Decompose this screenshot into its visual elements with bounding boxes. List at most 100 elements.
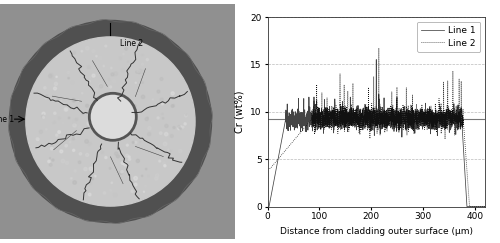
Circle shape <box>126 154 128 157</box>
Circle shape <box>134 176 138 180</box>
Circle shape <box>125 47 128 50</box>
Circle shape <box>103 65 104 67</box>
Circle shape <box>164 165 166 167</box>
Circle shape <box>73 181 76 184</box>
Line 1 <box>358 118 364 121</box>
Circle shape <box>92 49 95 53</box>
Circle shape <box>124 162 127 166</box>
Circle shape <box>73 52 76 54</box>
Circle shape <box>178 125 180 128</box>
Circle shape <box>58 98 60 101</box>
Circle shape <box>46 95 48 97</box>
Circle shape <box>182 126 184 128</box>
Circle shape <box>135 82 136 83</box>
Circle shape <box>54 82 58 86</box>
Circle shape <box>116 155 119 158</box>
Line 2 <box>358 120 364 123</box>
Circle shape <box>92 178 94 180</box>
Circle shape <box>52 121 56 124</box>
Circle shape <box>98 119 100 120</box>
Circle shape <box>59 100 62 103</box>
Circle shape <box>132 141 134 143</box>
Circle shape <box>67 71 70 74</box>
Circle shape <box>96 97 98 99</box>
Circle shape <box>66 109 67 110</box>
Circle shape <box>171 92 174 95</box>
Circle shape <box>48 160 50 163</box>
Circle shape <box>42 115 44 118</box>
Circle shape <box>122 53 124 55</box>
Circle shape <box>75 118 78 121</box>
Circle shape <box>135 116 136 117</box>
Circle shape <box>63 136 66 139</box>
Circle shape <box>186 114 187 115</box>
Circle shape <box>88 122 91 125</box>
Circle shape <box>95 88 98 90</box>
Circle shape <box>173 105 174 106</box>
Circle shape <box>108 78 110 80</box>
Y-axis label: Cr (wt%): Cr (wt%) <box>235 91 245 133</box>
Circle shape <box>50 147 53 150</box>
Circle shape <box>94 175 96 177</box>
Circle shape <box>32 116 35 119</box>
Circle shape <box>82 112 84 115</box>
Circle shape <box>98 84 102 87</box>
Line 2 <box>348 116 354 119</box>
Circle shape <box>111 182 112 183</box>
Circle shape <box>56 134 58 136</box>
Circle shape <box>58 117 60 119</box>
Circle shape <box>139 69 141 72</box>
Circle shape <box>138 72 140 74</box>
Circle shape <box>50 76 54 79</box>
Circle shape <box>96 132 100 135</box>
Circle shape <box>52 159 54 161</box>
Circle shape <box>160 98 163 101</box>
Circle shape <box>58 131 60 133</box>
Circle shape <box>171 104 174 107</box>
Circle shape <box>86 127 88 129</box>
Circle shape <box>90 77 91 78</box>
Circle shape <box>72 82 74 84</box>
Circle shape <box>86 46 89 50</box>
Circle shape <box>72 94 75 97</box>
Circle shape <box>110 142 112 143</box>
Circle shape <box>88 80 90 82</box>
Circle shape <box>82 134 84 136</box>
Circle shape <box>78 126 81 129</box>
Circle shape <box>136 71 138 73</box>
Line 1 <box>454 106 460 109</box>
Circle shape <box>121 69 124 72</box>
Circle shape <box>45 97 47 99</box>
Circle shape <box>64 108 68 111</box>
Circle shape <box>79 153 82 155</box>
Text: Line 1: Line 1 <box>0 115 14 124</box>
Circle shape <box>104 192 106 194</box>
Circle shape <box>172 97 174 99</box>
Circle shape <box>134 183 137 186</box>
Circle shape <box>60 150 63 153</box>
Circle shape <box>173 126 175 129</box>
Circle shape <box>50 164 52 166</box>
Circle shape <box>142 95 144 99</box>
Circle shape <box>137 69 140 73</box>
Circle shape <box>89 182 92 184</box>
Circle shape <box>81 75 82 76</box>
Circle shape <box>148 175 150 177</box>
Circle shape <box>90 93 136 140</box>
Line 2 <box>482 205 488 208</box>
Line 1 <box>348 119 354 122</box>
Circle shape <box>110 190 112 191</box>
Circle shape <box>88 66 90 69</box>
Circle shape <box>98 56 102 60</box>
Circle shape <box>111 73 114 76</box>
Circle shape <box>114 72 117 76</box>
Circle shape <box>140 141 141 142</box>
Circle shape <box>133 104 136 108</box>
Circle shape <box>61 159 64 163</box>
Circle shape <box>26 37 195 206</box>
Circle shape <box>154 177 158 180</box>
Circle shape <box>62 122 64 124</box>
Circle shape <box>72 120 76 123</box>
Line: Line 1: Line 1 <box>268 60 485 207</box>
Circle shape <box>126 144 128 146</box>
